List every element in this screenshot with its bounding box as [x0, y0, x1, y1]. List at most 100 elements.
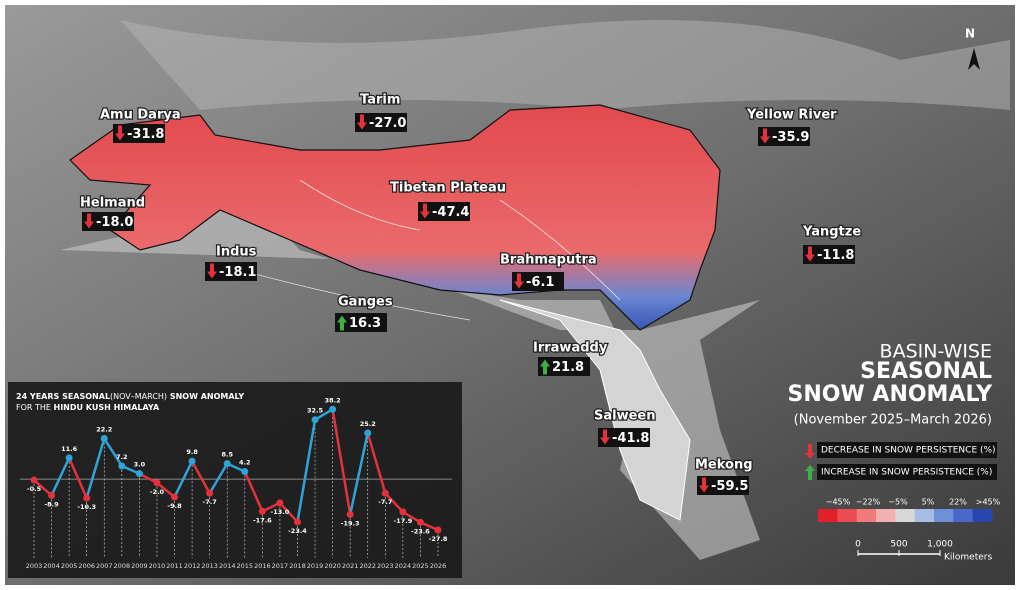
basin-value-box [512, 272, 564, 291]
basin-value: -59.5 [711, 479, 748, 494]
trend-arrow [760, 128, 770, 144]
trend-arrow [357, 114, 367, 130]
data-label: -8.9 [44, 500, 59, 508]
colorbar-cell [837, 509, 858, 522]
basin-value-box [758, 127, 810, 146]
basin-value: -18.0 [96, 215, 133, 230]
scale-label: 1,000 [927, 540, 953, 550]
basin-outline [499, 299, 691, 521]
colorbar-label: 22% [949, 498, 967, 507]
basin-value-box [803, 245, 855, 264]
title-line2: SEASONAL [860, 359, 992, 384]
subtitle: (November 2025–March 2026) [794, 413, 992, 428]
basin-value: -27.0 [369, 116, 406, 131]
basin-boundaries [239, 179, 621, 321]
basin-name: Yangtze [802, 225, 861, 240]
title-line1: BASIN-WISE [880, 341, 992, 363]
x-tick-label: 2017 [272, 562, 289, 570]
basin-name: Indus [216, 245, 257, 260]
data-label: 7.2 [116, 453, 128, 461]
colorbar-cell [818, 509, 838, 522]
line-segment [208, 462, 229, 494]
data-point [364, 429, 372, 437]
basin-labels: Amu Darya -31.8 Tarim -27.0 Yellow River -35.… [79, 91, 863, 495]
trend-arrow [514, 273, 524, 289]
scale-label: 500 [890, 540, 907, 550]
basin-name: Tibetan Plateau [390, 181, 506, 196]
x-tick-label: 2022 [359, 562, 376, 570]
basin-value: -31.8 [127, 127, 164, 142]
data-point [258, 507, 266, 515]
x-tick-label: 2018 [289, 562, 306, 570]
colorbar-label: −45% [826, 498, 851, 507]
data-label: -9.8 [167, 502, 182, 510]
chart-title: FOR THE HINDU KUSH HIMALAYA [16, 403, 160, 412]
legend-decrease: DECREASE IN SNOW PERSISTENCE (%) [821, 446, 996, 456]
basin-name: Tarim [360, 93, 400, 108]
line-segment [173, 460, 194, 498]
colorbar-cell [895, 509, 916, 522]
colorbar-label: >45% [976, 498, 1001, 507]
data-point [223, 460, 231, 468]
x-tick-label: 2003 [26, 562, 43, 570]
data-point [346, 510, 354, 518]
basin-name: Helmand [80, 196, 145, 211]
data-label: 32.5 [307, 407, 324, 415]
scale-bar: 0 500 1,000 Kilometers [855, 540, 992, 563]
data-label: -2.0 [150, 488, 165, 496]
x-tick-label: 2011 [166, 562, 183, 570]
data-point [135, 470, 143, 478]
data-label: -17.9 [393, 517, 412, 525]
colorbar-cell [953, 509, 974, 522]
trend-arrow [337, 315, 347, 331]
trend-arrow [207, 263, 217, 279]
data-point [153, 479, 161, 487]
colorbar-cell [914, 509, 935, 522]
data-point [65, 454, 73, 462]
line-segment [384, 492, 404, 513]
x-tick-label: 2020 [324, 562, 341, 570]
chart-title-part: (NOV–MARCH) [110, 392, 167, 401]
x-tick-label: 2007 [96, 562, 113, 570]
data-label: -0.5 [27, 485, 42, 493]
scale-label: 0 [855, 540, 861, 550]
plains [60, 190, 760, 560]
line-segment [296, 419, 317, 523]
x-tick-label: 2006 [78, 562, 95, 570]
x-tick-label: 2019 [307, 562, 324, 570]
line-segment [278, 502, 299, 523]
x-tick-label: 2023 [377, 562, 394, 570]
data-point [293, 518, 301, 526]
x-tick-label: 2025 [412, 562, 429, 570]
colorbar-label: −22% [856, 498, 881, 507]
line-segment [33, 479, 53, 497]
basin-name: Irrawaddy [533, 341, 608, 356]
basin-value-box [82, 212, 134, 231]
colorbar: −45% −22% −5% 5% 22% >45% [818, 498, 1001, 522]
basin-name: Ganges [338, 295, 393, 310]
basin-value-box [598, 428, 650, 447]
data-label: 3.0 [134, 461, 146, 469]
trend-arrow [699, 477, 709, 493]
chart-title: 24 YEARS SEASONAL(NOV–MARCH) SNOW ANOMAL… [16, 392, 244, 401]
inset-chart: 24 YEARS SEASONAL(NOV–MARCH) SNOW ANOMAL… [8, 382, 462, 578]
data-label: -10.3 [77, 503, 96, 511]
line-segment [103, 437, 123, 467]
data-point [100, 435, 108, 443]
chart-title-part: SNOW ANOMALY [167, 392, 244, 401]
basin-name: Amu Darya [100, 108, 181, 123]
line-segment [67, 457, 88, 499]
data-point [329, 405, 337, 413]
data-label: 25.2 [360, 420, 376, 428]
line-segment [331, 409, 352, 515]
basin-value: 21.8 [552, 360, 584, 375]
data-label: 8.5 [221, 451, 233, 459]
terrain [120, 20, 1010, 110]
data-point [241, 467, 249, 475]
legend-box [817, 442, 997, 458]
data-point [416, 518, 424, 526]
basin-value: -35.9 [772, 130, 809, 145]
line-segment [243, 470, 264, 512]
basin-name: Salween [594, 409, 656, 424]
